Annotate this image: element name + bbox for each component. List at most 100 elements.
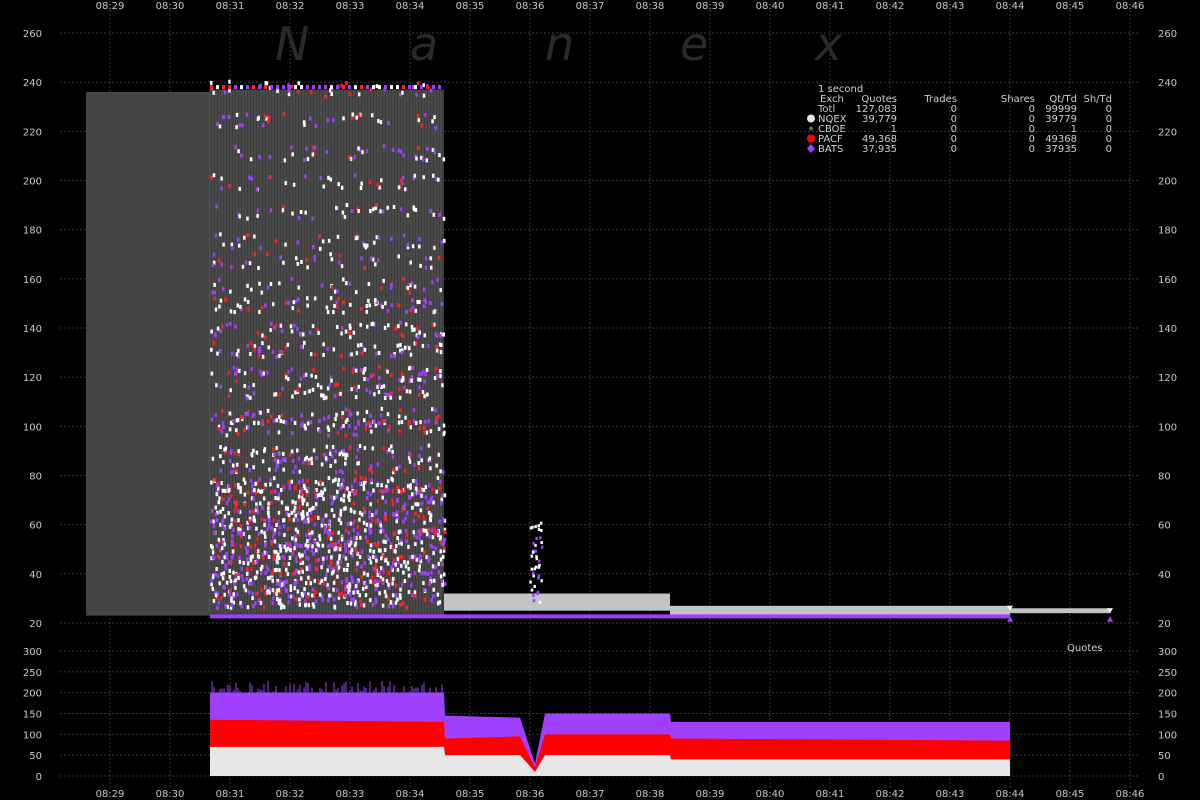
- quote-marker: [267, 522, 271, 527]
- quote-marker: [337, 182, 340, 187]
- quote-marker: [340, 185, 344, 190]
- y-tick-left: 100: [23, 422, 42, 433]
- quote-marker: [334, 546, 338, 551]
- quote-marker: [305, 519, 308, 524]
- quote-marker: [216, 591, 220, 596]
- quote-marker: [295, 448, 299, 453]
- quote-marker: [294, 256, 298, 261]
- quote-marker: [348, 588, 351, 593]
- quote-marker: [413, 571, 416, 576]
- quote-marker: [383, 396, 387, 401]
- quote-marker: [213, 296, 216, 301]
- quote-marker: [340, 450, 344, 455]
- quote-marker: [240, 85, 243, 90]
- quote-marker: [380, 406, 384, 411]
- quote-marker: [215, 518, 219, 523]
- quote-marker: [327, 427, 331, 432]
- quote-marker: [532, 541, 535, 545]
- quote-marker: [359, 322, 362, 327]
- quote-marker: [534, 549, 538, 553]
- quote-marker: [325, 458, 328, 463]
- quote-marker: [431, 487, 434, 492]
- quote-marker: [418, 532, 422, 537]
- quote-marker: [266, 285, 269, 290]
- quote-marker: [397, 530, 401, 535]
- quote-marker: [293, 323, 296, 328]
- quote-marker: [351, 521, 355, 526]
- quote-marker: [281, 555, 285, 560]
- quote-marker: [330, 378, 333, 383]
- quote-marker: [411, 366, 414, 371]
- quote-marker: [397, 324, 400, 329]
- quote-marker: [296, 510, 300, 515]
- quote-marker: [417, 568, 421, 573]
- quote-marker: [412, 176, 416, 181]
- quote-marker: [216, 483, 219, 488]
- quote-marker: [316, 542, 319, 547]
- quote-marker: [362, 486, 366, 491]
- quote-marker: [306, 265, 309, 270]
- quote-marker: [374, 205, 378, 210]
- quote-marker: [425, 430, 428, 435]
- quote-marker: [294, 390, 297, 395]
- quote-marker: [368, 180, 372, 185]
- quote-marker: [317, 515, 320, 520]
- quote-marker: [256, 536, 259, 541]
- quote-marker: [267, 345, 271, 350]
- quote-marker: [286, 377, 290, 382]
- quote-marker: [353, 173, 357, 178]
- x-tick-top: 08:43: [936, 1, 965, 12]
- quote-marker: [306, 544, 310, 549]
- quote-marker: [301, 510, 305, 515]
- quote-marker: [279, 419, 283, 424]
- quote-marker: [255, 559, 259, 564]
- quote-marker: [326, 583, 329, 588]
- quote-marker: [440, 497, 443, 502]
- quote-marker: [279, 590, 282, 595]
- quote-marker: [262, 605, 266, 610]
- quote-marker: [343, 587, 347, 592]
- quote-marker: [355, 455, 358, 460]
- quote-marker: [236, 431, 240, 436]
- quote-marker: [318, 429, 321, 434]
- quote-marker: [228, 88, 231, 93]
- quote-marker: [404, 528, 408, 533]
- quote-marker: [307, 458, 311, 463]
- quote-marker: [356, 447, 360, 452]
- quote-marker: [248, 590, 251, 595]
- quote-marker: [363, 377, 366, 382]
- quote-marker: [216, 573, 220, 578]
- quote-marker: [336, 85, 339, 90]
- quote-marker: [437, 414, 440, 419]
- quote-marker: [324, 94, 327, 99]
- quote-marker: [355, 605, 359, 610]
- quote-marker: [428, 500, 432, 505]
- quote-marker: [425, 367, 429, 372]
- quote-marker: [391, 581, 394, 586]
- quote-marker: [310, 461, 314, 466]
- quote-marker: [399, 343, 402, 348]
- quote-marker: [290, 417, 293, 422]
- quote-marker: [212, 260, 216, 265]
- quote-marker: [436, 475, 440, 480]
- legend-cell: 39779: [1045, 114, 1077, 125]
- quote-marker: [235, 352, 239, 357]
- quote-marker: [390, 476, 393, 481]
- quote-marker: [268, 115, 271, 120]
- quote-marker: [373, 344, 377, 349]
- quote-marker: [317, 481, 321, 486]
- quote-marker: [233, 483, 237, 488]
- quote-marker: [314, 599, 318, 604]
- quote-marker: [212, 173, 216, 178]
- quote-marker: [228, 524, 232, 529]
- quote-marker: [426, 571, 429, 576]
- quote-marker: [432, 587, 436, 592]
- quote-marker: [369, 543, 373, 548]
- quote-marker: [229, 321, 232, 326]
- quote-marker: [310, 506, 313, 511]
- quote-marker: [342, 277, 345, 282]
- quote-marker: [438, 153, 441, 158]
- legend-cell: 0: [1029, 114, 1035, 125]
- quote-marker: [334, 459, 337, 464]
